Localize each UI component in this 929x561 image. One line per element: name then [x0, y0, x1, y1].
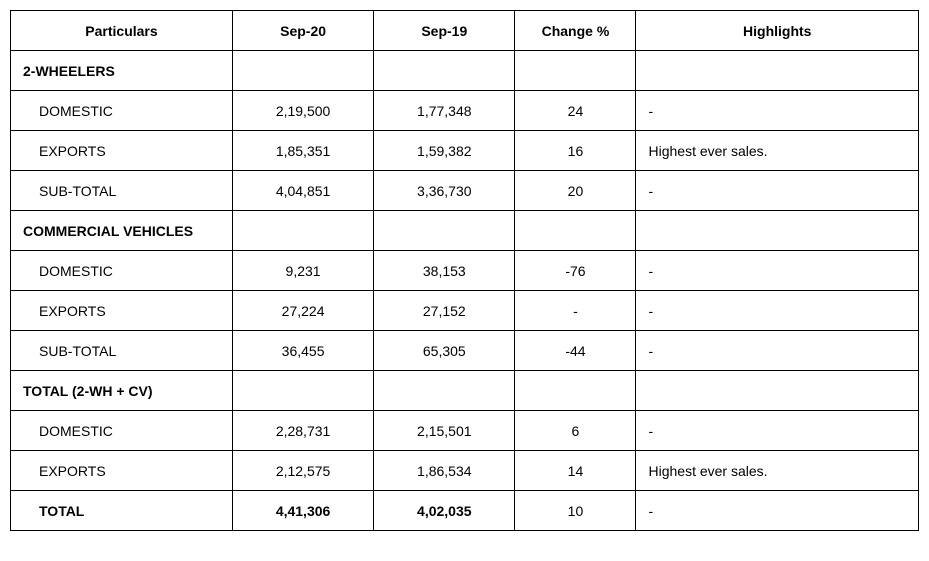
cell-sep20: 2,19,500 — [232, 91, 373, 131]
cell-sep19: 27,152 — [374, 291, 515, 331]
cell-sep20: 4,04,851 — [232, 171, 373, 211]
section-header-total: TOTAL (2-WH + CV) — [11, 371, 919, 411]
table-row: EXPORTS 2,12,575 1,86,534 14 Highest eve… — [11, 451, 919, 491]
table-row: DOMESTIC 2,19,500 1,77,348 24 - — [11, 91, 919, 131]
cell-change: -76 — [515, 251, 636, 291]
sales-table: Particulars Sep-20 Sep-19 Change % Highl… — [10, 10, 919, 531]
row-label: DOMESTIC — [11, 91, 233, 131]
cell-highlight: - — [636, 291, 919, 331]
cell-highlight: - — [636, 251, 919, 291]
col-header-sep20: Sep-20 — [232, 11, 373, 51]
row-label: EXPORTS — [11, 291, 233, 331]
empty-cell — [636, 211, 919, 251]
cell-sep19: 3,36,730 — [374, 171, 515, 211]
empty-cell — [232, 51, 373, 91]
table-row: SUB-TOTAL 36,455 65,305 -44 - — [11, 331, 919, 371]
table-row: DOMESTIC 2,28,731 2,15,501 6 - — [11, 411, 919, 451]
cell-sep20: 2,12,575 — [232, 451, 373, 491]
cell-sep19: 1,59,382 — [374, 131, 515, 171]
cell-highlight: - — [636, 91, 919, 131]
col-header-highlights: Highlights — [636, 11, 919, 51]
cell-sep19: 65,305 — [374, 331, 515, 371]
col-header-particulars: Particulars — [11, 11, 233, 51]
section-header-2wheelers: 2-WHEELERS — [11, 51, 919, 91]
empty-cell — [636, 51, 919, 91]
section-header-commercial: COMMERCIAL VEHICLES — [11, 211, 919, 251]
cell-highlight: - — [636, 491, 919, 531]
section-title: COMMERCIAL VEHICLES — [11, 211, 233, 251]
cell-sep20: 27,224 — [232, 291, 373, 331]
cell-highlight: - — [636, 171, 919, 211]
empty-cell — [374, 371, 515, 411]
cell-sep19: 38,153 — [374, 251, 515, 291]
empty-cell — [636, 371, 919, 411]
cell-change: 20 — [515, 171, 636, 211]
grand-total-row: TOTAL 4,41,306 4,02,035 10 - — [11, 491, 919, 531]
row-label: SUB-TOTAL — [11, 331, 233, 371]
empty-cell — [374, 51, 515, 91]
cell-sep19: 1,86,534 — [374, 451, 515, 491]
table-row: SUB-TOTAL 4,04,851 3,36,730 20 - — [11, 171, 919, 211]
row-label: EXPORTS — [11, 451, 233, 491]
cell-change: 10 — [515, 491, 636, 531]
cell-change: 14 — [515, 451, 636, 491]
section-title: TOTAL (2-WH + CV) — [11, 371, 233, 411]
row-label: EXPORTS — [11, 131, 233, 171]
empty-cell — [515, 211, 636, 251]
cell-sep19: 4,02,035 — [374, 491, 515, 531]
section-title: 2-WHEELERS — [11, 51, 233, 91]
cell-change: 24 — [515, 91, 636, 131]
empty-cell — [232, 371, 373, 411]
row-label: DOMESTIC — [11, 251, 233, 291]
empty-cell — [515, 371, 636, 411]
cell-sep20: 36,455 — [232, 331, 373, 371]
empty-cell — [232, 211, 373, 251]
table-row: EXPORTS 1,85,351 1,59,382 16 Highest eve… — [11, 131, 919, 171]
cell-change: -44 — [515, 331, 636, 371]
cell-sep20: 2,28,731 — [232, 411, 373, 451]
cell-change: 16 — [515, 131, 636, 171]
row-label: SUB-TOTAL — [11, 171, 233, 211]
col-header-change: Change % — [515, 11, 636, 51]
col-header-sep19: Sep-19 — [374, 11, 515, 51]
cell-highlight: - — [636, 411, 919, 451]
cell-highlight: - — [636, 331, 919, 371]
row-label: TOTAL — [11, 491, 233, 531]
cell-highlight: Highest ever sales. — [636, 131, 919, 171]
cell-sep19: 2,15,501 — [374, 411, 515, 451]
cell-sep20: 9,231 — [232, 251, 373, 291]
cell-sep20: 4,41,306 — [232, 491, 373, 531]
empty-cell — [515, 51, 636, 91]
row-label: DOMESTIC — [11, 411, 233, 451]
table-row: DOMESTIC 9,231 38,153 -76 - — [11, 251, 919, 291]
cell-highlight: Highest ever sales. — [636, 451, 919, 491]
cell-change: 6 — [515, 411, 636, 451]
empty-cell — [374, 211, 515, 251]
cell-sep19: 1,77,348 — [374, 91, 515, 131]
cell-change: - — [515, 291, 636, 331]
table-row: EXPORTS 27,224 27,152 - - — [11, 291, 919, 331]
cell-sep20: 1,85,351 — [232, 131, 373, 171]
header-row: Particulars Sep-20 Sep-19 Change % Highl… — [11, 11, 919, 51]
